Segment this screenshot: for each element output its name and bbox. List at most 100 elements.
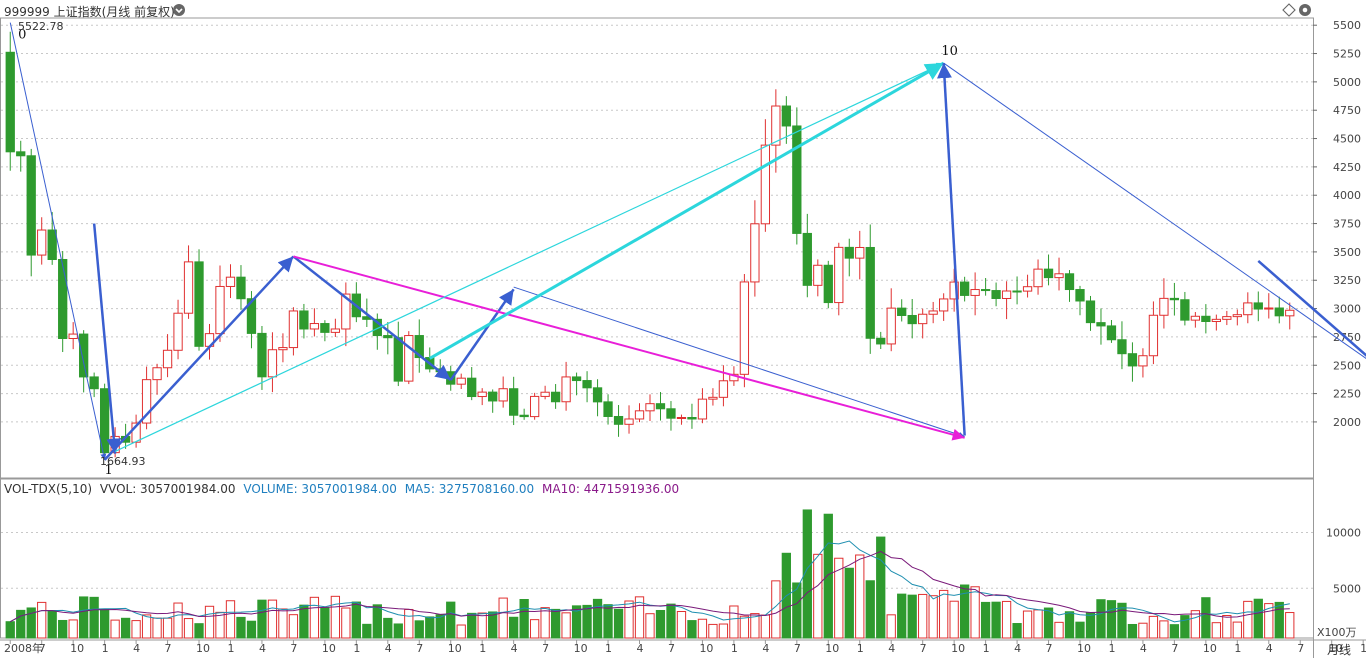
candle-body [1127, 353, 1138, 367]
volume-bar [970, 586, 980, 639]
candle-body [278, 347, 288, 351]
candle-body [99, 388, 110, 454]
candle-body [79, 333, 89, 378]
volume-bar [425, 616, 435, 639]
candle-body [477, 391, 487, 398]
wave-arrow [937, 62, 966, 436]
time-axis-label: 7 [920, 642, 927, 655]
time-axis-label: 4 [133, 642, 140, 655]
price-tick-label: 4500 [1333, 133, 1361, 146]
time-axis-label: 10 [70, 642, 84, 655]
candle-body [467, 377, 477, 398]
time-axis-label: 1 [353, 642, 360, 655]
candle-body [571, 376, 582, 382]
time-axis-label: 10 [1077, 642, 1091, 655]
time-axis-label: 2008年 [4, 641, 43, 655]
diamond-icon[interactable] [1282, 3, 1296, 20]
volume-bar [760, 614, 771, 639]
price-tick-label: 3000 [1333, 303, 1361, 316]
volume-bar [1043, 607, 1054, 639]
time-axis-label: 7 [1046, 642, 1053, 655]
candle-body [1211, 318, 1221, 322]
time-axis-label: 7 [542, 642, 549, 655]
candle-body [855, 246, 865, 259]
candle-body [1159, 297, 1169, 316]
candle-body [1180, 299, 1190, 321]
volume-bar [99, 608, 110, 639]
volume-bar [708, 623, 718, 639]
candle-body [834, 246, 844, 304]
candle-body [1106, 325, 1117, 341]
volume-bar [362, 623, 372, 639]
volume-bar [729, 605, 739, 639]
time-axis-label: 1 [731, 642, 738, 655]
volume-bar [1054, 621, 1064, 639]
candle-body [592, 387, 603, 403]
volume-bar [246, 620, 257, 639]
candle-body [488, 391, 498, 402]
wave-arrow [92, 223, 122, 454]
time-axis-label: 7 [39, 642, 46, 655]
volume-bar [393, 623, 403, 639]
ma5-value: MA5: 3275708160.00 [404, 482, 535, 496]
volume-bar [844, 567, 854, 639]
time-axis-label: 10 [196, 642, 210, 655]
wave-arrow [449, 288, 515, 381]
price-tick-label: 5500 [1333, 19, 1361, 32]
time-axis-label: 4 [637, 642, 644, 655]
volume-bar [718, 623, 729, 639]
volume-bar [939, 589, 949, 639]
price-tick-label: 5000 [1333, 76, 1361, 89]
period-label[interactable]: 月线 [1327, 643, 1352, 657]
volume-bar [467, 612, 477, 639]
volume-bar [320, 607, 330, 639]
volume-bar [1022, 610, 1033, 639]
volume-bar [1001, 600, 1012, 639]
volume-bar [215, 611, 225, 639]
candle-body [697, 398, 708, 420]
gear-icon[interactable] [1298, 3, 1312, 20]
candle-body [1075, 289, 1085, 302]
candle-body [771, 105, 781, 146]
volume-bar [173, 602, 183, 639]
time-axis-label: 1 [1234, 642, 1241, 655]
candle-body [959, 281, 970, 296]
volume-bar [980, 601, 991, 639]
candle-body [1096, 322, 1106, 327]
candle-body [1033, 268, 1043, 288]
volume-bar [592, 598, 603, 639]
candle-body [299, 310, 309, 330]
candle-body [414, 335, 424, 359]
candle-body [1001, 290, 1012, 299]
volume-bar [540, 607, 550, 639]
volume-bar [257, 599, 267, 639]
candle-body [519, 414, 529, 418]
candle-body [760, 144, 771, 225]
volume-bar [477, 612, 487, 639]
volume-bar [1285, 612, 1295, 639]
chevron-down-circle-icon[interactable] [172, 3, 186, 20]
volume-bar [865, 580, 875, 639]
wave-label: 10 [941, 44, 958, 59]
volume-bar [141, 614, 152, 639]
time-axis-label: 4 [259, 642, 266, 655]
volume-bar [16, 609, 26, 639]
volume-bar [194, 623, 204, 639]
time-axis-label: 1 [1108, 642, 1115, 655]
volume-bar [1148, 615, 1159, 639]
candle-body [225, 276, 236, 287]
volume-bar [68, 619, 78, 639]
candle-body [152, 367, 162, 381]
volume-bar [1222, 615, 1232, 639]
candle-body [1117, 339, 1127, 355]
candle-body [645, 403, 655, 412]
candle-body [194, 261, 204, 347]
time-axis-label: 7 [290, 642, 297, 655]
volume-bar [152, 617, 162, 639]
candle-body [509, 388, 519, 416]
candle-body [183, 261, 194, 314]
volume-bar [855, 554, 865, 639]
volume-bar [928, 595, 938, 639]
time-axis-label: 1 [479, 642, 486, 655]
candle-body [991, 290, 1001, 299]
